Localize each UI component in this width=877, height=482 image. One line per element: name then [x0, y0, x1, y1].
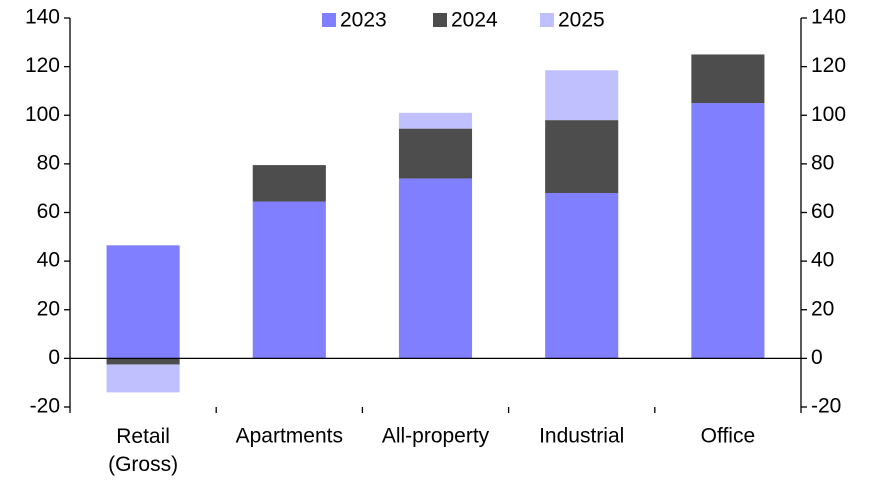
legend-label: 2023	[340, 9, 387, 32]
y-tick-label: 40	[37, 249, 60, 272]
bar	[106, 358, 180, 365]
bar	[398, 128, 473, 179]
y2-tick-label: 140	[811, 6, 846, 29]
x-tick-label: Office	[701, 425, 755, 448]
y2-tick-label: 20	[811, 297, 834, 320]
bar	[252, 201, 326, 359]
y2-tick-label: 0	[811, 346, 823, 369]
legend-swatch	[540, 13, 554, 27]
bar	[545, 193, 619, 359]
bar	[106, 364, 180, 393]
x-tick-label: Retail (Gross)	[108, 425, 178, 476]
bar	[691, 54, 765, 104]
bar	[398, 112, 473, 129]
legend-label: 2025	[558, 9, 605, 32]
y-tick-label: 120	[25, 54, 60, 77]
y-tick-label: 80	[37, 151, 60, 174]
bar	[545, 120, 619, 194]
y-tick-label: 60	[37, 200, 60, 223]
bar	[252, 165, 326, 202]
y2-tick-label: 60	[811, 200, 834, 223]
y2-tick-label: -20	[811, 395, 841, 418]
bar	[106, 245, 180, 359]
x-tick-label: All-property	[382, 425, 490, 448]
y2-tick-label: 80	[811, 151, 834, 174]
y-tick-label: -20	[30, 395, 60, 418]
legend-swatch	[433, 13, 447, 27]
y2-tick-label: 100	[811, 103, 846, 126]
y2-tick-label: 120	[811, 54, 846, 77]
x-tick-label: Apartments	[236, 425, 343, 448]
y-tick-label: 0	[48, 346, 60, 369]
legend-swatch	[322, 13, 336, 27]
y2-tick-label: 40	[811, 249, 834, 272]
bar	[545, 70, 619, 121]
bar	[398, 178, 473, 359]
bar	[691, 103, 765, 359]
legend-label: 2024	[451, 9, 498, 32]
y-tick-label: 140	[25, 6, 60, 29]
x-tick-label: Industrial	[539, 425, 624, 448]
y-tick-label: 20	[37, 297, 60, 320]
y-tick-label: 100	[25, 103, 60, 126]
